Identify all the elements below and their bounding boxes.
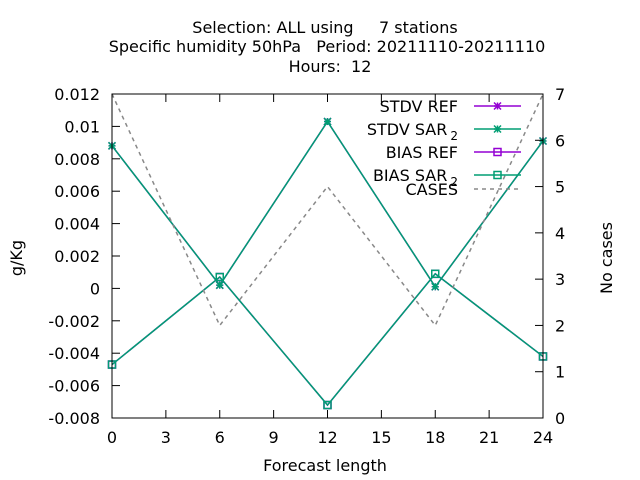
x-tick-label: 6 <box>215 428 225 447</box>
y-tick-label: -0.006 <box>48 377 100 396</box>
y-tick-label: 0.012 <box>54 85 100 104</box>
legend-marker <box>493 170 502 180</box>
legend-marker <box>493 101 502 111</box>
data-point-stdv-sar-2 <box>323 117 332 126</box>
data-point-bias-sar-2 <box>431 269 440 279</box>
x-tick-label: 9 <box>269 428 279 447</box>
legend-label: STDV SAR 2 <box>367 120 458 143</box>
legend-label-text: BIAS SAR <box>373 166 447 185</box>
legend-marker <box>493 124 502 134</box>
data-point-stdv-sar-2 <box>215 281 224 290</box>
y2-tick-label: 2 <box>555 316 565 335</box>
x-tick-label: 15 <box>371 428 391 447</box>
y2-tick-label: 7 <box>555 85 565 104</box>
x-tick-label: 12 <box>317 428 337 447</box>
title-line-3: Hours: 12 <box>289 57 372 76</box>
y2-axis-label: No cases <box>597 222 616 294</box>
data-point-stdv-sar-2 <box>431 282 440 291</box>
legend-label: CASES <box>405 180 458 199</box>
y2-tick-label: 3 <box>555 270 565 289</box>
legend-label: STDV REF <box>380 97 458 116</box>
y-tick-label: 0.01 <box>64 117 100 136</box>
y-tick-label: 0.006 <box>54 182 100 201</box>
plot-frame <box>111 93 544 419</box>
x-tick-label: 0 <box>107 428 117 447</box>
legend-item-bias-ref: BIAS REF <box>386 143 521 162</box>
legend-label-text: CASES <box>405 180 458 199</box>
data-point-bias-sar-2 <box>323 400 332 410</box>
legend-item-stdv-ref: STDV REF <box>380 97 521 116</box>
legend-label-text: BIAS REF <box>386 143 458 162</box>
y-tick-label: 0.004 <box>54 215 100 234</box>
series-line-bias-sar-2 <box>111 272 544 407</box>
y-tick-label: 0.008 <box>54 150 100 169</box>
y-axis-label: g/Kg <box>7 240 26 276</box>
data-point-bias-sar-2 <box>215 272 224 282</box>
series-cases <box>111 93 544 327</box>
y-tick-label: 0.002 <box>54 247 100 266</box>
legend-label-subscript: 2 <box>450 129 458 143</box>
legend-item-bias-sar-2: BIAS SAR 2 <box>373 166 521 189</box>
x-tick-label: 21 <box>479 428 499 447</box>
y-tick-label: 0 <box>90 279 100 298</box>
y2-tick-label: 5 <box>555 178 565 197</box>
series-bias-ref <box>107 269 548 410</box>
series-stdv-ref <box>107 117 548 291</box>
y2-tick-label: 0 <box>555 409 565 428</box>
axes: 0 3 6 9 12 15 18 21 24-0.008-0.006-0.004-0.00200… <box>48 85 565 447</box>
legend-item-stdv-sar-2: STDV SAR 2 <box>367 120 521 143</box>
legend-label-text: STDV SAR <box>367 120 448 139</box>
y2-tick-label: 4 <box>555 224 565 243</box>
series-bias-sar-2 <box>107 269 548 410</box>
y-tick-label: -0.004 <box>48 344 100 363</box>
chart-title: Selection: ALL using 7 stations Specific… <box>109 18 546 76</box>
legend-label: BIAS SAR 2 <box>373 166 458 189</box>
y-tick-label: -0.002 <box>48 312 100 331</box>
x-tick-label: 24 <box>533 428 553 447</box>
series-layer <box>107 93 548 410</box>
series-line-bias-ref <box>111 272 544 407</box>
x-tick-label: 3 <box>161 428 171 447</box>
series-line-stdv-sar-2 <box>111 120 544 289</box>
legend-marker <box>493 147 502 157</box>
legend-label-subscript: 2 <box>450 175 458 189</box>
y-tick-label: -0.008 <box>48 409 100 428</box>
title-line-1: Selection: ALL using 7 stations <box>192 18 457 37</box>
series-line-cases <box>111 93 544 327</box>
legend-label: BIAS REF <box>386 143 458 162</box>
legend-item-cases: CASES <box>405 180 521 199</box>
x-axis-label: Forecast length <box>263 456 387 475</box>
x-tick-label: 18 <box>425 428 445 447</box>
y2-tick-label: 6 <box>555 131 565 150</box>
series-line-stdv-ref <box>111 120 544 289</box>
title-line-2: Specific humidity 50hPa Period: 20211110… <box>109 37 546 56</box>
y2-tick-label: 1 <box>555 363 565 382</box>
legend-label-text: STDV REF <box>380 97 458 116</box>
series-stdv-sar-2 <box>107 117 548 291</box>
